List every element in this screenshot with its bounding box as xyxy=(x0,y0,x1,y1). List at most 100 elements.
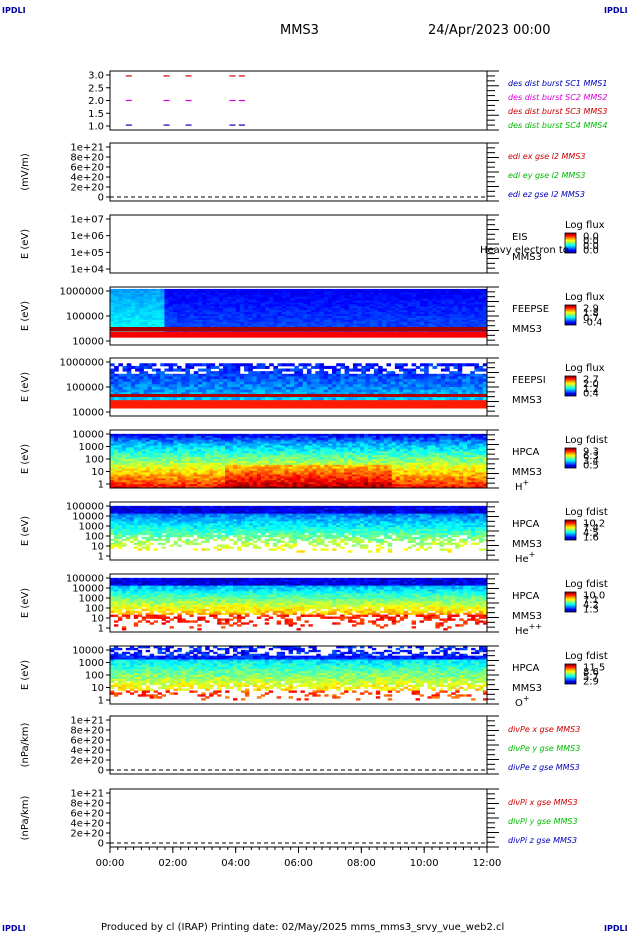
spectrogram-cell xyxy=(123,374,128,377)
spectrogram-cell xyxy=(265,382,270,385)
spectrogram-cell xyxy=(424,405,429,408)
spectrogram-cell xyxy=(194,398,199,401)
spectrogram-cell xyxy=(160,387,165,390)
spectrogram-cell xyxy=(382,398,387,401)
spectrogram-cell xyxy=(194,403,199,406)
spectrogram-cell xyxy=(294,376,299,379)
spectrogram-cell xyxy=(345,376,350,379)
spectrogram-cell xyxy=(152,403,157,406)
y-tick-label: 1e+04 xyxy=(70,265,104,276)
spectrogram-cell xyxy=(194,387,199,390)
spectrogram-cell xyxy=(114,405,119,408)
spectrogram-cell xyxy=(160,379,165,382)
spectrogram-cell xyxy=(466,387,471,390)
spectrogram-cell xyxy=(378,366,383,369)
spectrogram-cell xyxy=(185,369,190,372)
spectrogram-cell xyxy=(227,403,232,406)
spectrogram-cell xyxy=(215,387,220,390)
spectrogram-cell xyxy=(412,379,417,382)
spectrogram-cell xyxy=(403,371,408,374)
spectrogram-cell xyxy=(185,387,190,390)
spectrogram-cell xyxy=(144,387,149,390)
spectrogram-cell xyxy=(416,384,421,387)
spectrogram-cell xyxy=(349,405,354,408)
spectrogram-cell xyxy=(110,379,115,382)
spectrogram-cell xyxy=(470,374,475,377)
spectrogram-cell xyxy=(164,382,169,385)
spectrogram-cell xyxy=(374,403,379,406)
spectrogram-cell xyxy=(466,384,471,387)
spectrogram-cell xyxy=(278,400,283,403)
legend-entry: des dist burst SC2 MMS2 xyxy=(508,93,607,102)
spectrogram-cell xyxy=(282,390,287,393)
spectrogram-cell xyxy=(185,366,190,369)
spectrogram-cell xyxy=(361,335,366,337)
spectrogram-cell xyxy=(353,379,358,382)
spectrogram-cell xyxy=(286,384,291,387)
spectrogram-cell xyxy=(156,374,161,377)
spectrogram-cell xyxy=(198,398,203,401)
spectrogram-cell xyxy=(311,379,316,382)
spectrogram-cell xyxy=(257,376,262,379)
spectrogram-cell xyxy=(164,335,169,337)
spectrogram-cell xyxy=(299,400,304,403)
spectrogram-cell xyxy=(437,382,442,385)
spectrogram-cell xyxy=(118,374,123,377)
spectrogram-cell xyxy=(458,405,463,408)
spectrogram-cell xyxy=(441,384,446,387)
spectrogram-cell xyxy=(479,366,484,369)
spectrogram-cell xyxy=(240,376,245,379)
spectrogram-cell xyxy=(269,335,274,337)
spectrogram-cell xyxy=(144,384,149,387)
spectrogram-cell xyxy=(219,369,224,372)
spectrogram-cell xyxy=(248,363,253,366)
spectrogram-cell xyxy=(227,398,232,401)
spectrogram-cell xyxy=(127,363,132,366)
spectrogram-cell xyxy=(123,384,128,387)
spectrogram-cell xyxy=(148,376,153,379)
spectrogram-cell xyxy=(252,382,257,385)
spectrogram-cell xyxy=(148,363,153,366)
spectrogram-cell xyxy=(185,363,190,366)
spectrogram-cell xyxy=(194,363,199,366)
spectrogram-cell xyxy=(441,382,446,385)
spectrogram-cell xyxy=(479,379,484,382)
spectrogram-cell xyxy=(378,376,383,379)
spectrogram-cell xyxy=(340,382,345,385)
spectrogram-cell xyxy=(110,376,115,379)
spectrogram-cell xyxy=(407,390,412,393)
spectrogram-cell xyxy=(257,400,262,403)
spectrogram-cell xyxy=(211,405,216,408)
spectrogram-cell xyxy=(437,335,442,337)
spectrogram-cell xyxy=(458,363,463,366)
spectrogram-cell xyxy=(307,398,312,401)
spectrogram-cell xyxy=(215,400,220,403)
spectrogram-cell xyxy=(294,387,299,390)
spectrogram-cell xyxy=(412,405,417,408)
spectrogram-cell xyxy=(445,387,450,390)
spectrogram-cell xyxy=(370,400,375,403)
spectrogram-cell xyxy=(416,403,421,406)
spectrogram-cell xyxy=(227,400,232,403)
spectrogram-cell xyxy=(290,390,295,393)
spectrogram-cell xyxy=(340,390,345,393)
spectrogram-cell xyxy=(395,379,400,382)
spectrogram-cell xyxy=(357,374,362,377)
spectrogram-cell xyxy=(211,335,216,337)
spectrogram-cell xyxy=(181,374,186,377)
spectrogram-cell xyxy=(412,335,417,337)
spectrogram-cell xyxy=(118,382,123,385)
spectrogram-cell xyxy=(299,371,304,374)
spectrogram-cell xyxy=(152,382,157,385)
spectrogram-cell xyxy=(227,382,232,385)
spectrogram-cell xyxy=(231,363,236,366)
spectrogram-cell xyxy=(466,390,471,393)
spectrogram-cell xyxy=(118,387,123,390)
spectrogram-cell xyxy=(336,369,341,372)
spectrogram-cell xyxy=(374,382,379,385)
spectrogram-cell xyxy=(219,379,224,382)
spectrogram-cell xyxy=(286,405,291,408)
spectrogram-cell xyxy=(206,335,211,337)
spectrogram-cell xyxy=(437,398,442,401)
